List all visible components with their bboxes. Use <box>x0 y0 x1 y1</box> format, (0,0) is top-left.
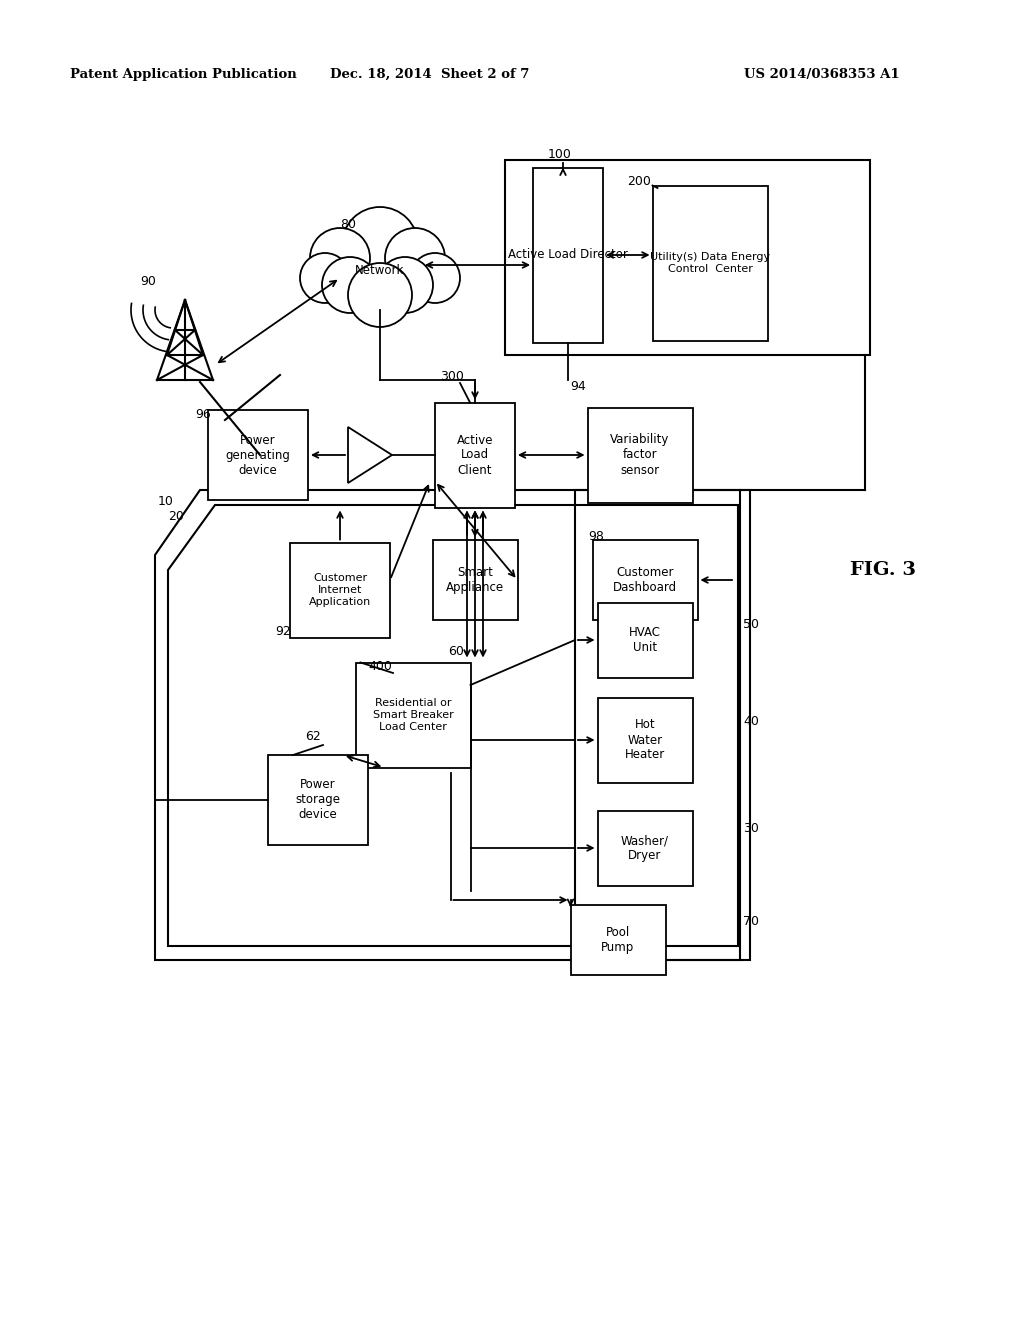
Circle shape <box>322 257 378 313</box>
Circle shape <box>310 228 370 288</box>
Text: 50: 50 <box>743 618 759 631</box>
Bar <box>290 543 390 638</box>
Bar <box>597 810 692 886</box>
Bar <box>588 408 692 503</box>
Text: Customer
Internet
Application: Customer Internet Application <box>309 573 371 607</box>
Bar <box>505 160 870 355</box>
Text: Power
storage
device: Power storage device <box>296 779 341 821</box>
Text: Dec. 18, 2014  Sheet 2 of 7: Dec. 18, 2014 Sheet 2 of 7 <box>331 69 529 81</box>
Circle shape <box>377 257 433 313</box>
Text: 20: 20 <box>168 510 184 523</box>
Bar <box>534 168 603 342</box>
Text: 96: 96 <box>195 408 211 421</box>
Text: 98: 98 <box>588 531 604 543</box>
Text: Washer/
Dryer: Washer/ Dryer <box>621 834 669 862</box>
Text: Hot
Water
Heater: Hot Water Heater <box>625 718 666 762</box>
Text: 40: 40 <box>743 715 759 729</box>
Bar <box>355 663 470 767</box>
Text: 80: 80 <box>340 218 356 231</box>
Bar <box>593 540 697 620</box>
Text: Utility(s) Data Energy
Control  Center: Utility(s) Data Energy Control Center <box>650 252 770 273</box>
Bar <box>432 540 517 620</box>
Text: FIG. 3: FIG. 3 <box>850 561 916 579</box>
Text: HVAC
Unit: HVAC Unit <box>629 626 662 653</box>
Text: Active Load Director: Active Load Director <box>508 248 628 261</box>
Circle shape <box>342 207 418 282</box>
Text: 60: 60 <box>449 645 464 657</box>
Text: 10: 10 <box>158 495 174 508</box>
Bar <box>652 186 768 341</box>
Circle shape <box>385 228 445 288</box>
Circle shape <box>410 253 460 304</box>
Text: Customer
Dashboard: Customer Dashboard <box>613 566 677 594</box>
Text: 62: 62 <box>305 730 321 743</box>
Circle shape <box>300 253 350 304</box>
Bar <box>597 697 692 783</box>
Text: Active
Load
Client: Active Load Client <box>457 433 494 477</box>
Text: Network: Network <box>355 264 404 276</box>
Text: Power
generating
device: Power generating device <box>225 433 291 477</box>
Text: 300: 300 <box>440 370 464 383</box>
Text: 400: 400 <box>368 660 392 673</box>
Bar <box>597 602 692 677</box>
Text: 100: 100 <box>548 148 571 161</box>
Text: 94: 94 <box>570 380 586 393</box>
Text: Patent Application Publication: Patent Application Publication <box>70 69 297 81</box>
Bar <box>208 411 308 500</box>
Text: Residential or
Smart Breaker
Load Center: Residential or Smart Breaker Load Center <box>373 698 454 731</box>
Text: 30: 30 <box>743 822 759 836</box>
Text: 92: 92 <box>275 624 291 638</box>
Text: US 2014/0368353 A1: US 2014/0368353 A1 <box>744 69 900 81</box>
Bar <box>435 403 515 507</box>
Text: Pool
Pump: Pool Pump <box>601 927 635 954</box>
Text: 70: 70 <box>743 915 759 928</box>
Text: 90: 90 <box>140 275 156 288</box>
Text: 200: 200 <box>628 176 651 187</box>
Circle shape <box>348 263 412 327</box>
Text: Smart
Appliance: Smart Appliance <box>445 566 504 594</box>
Bar <box>268 755 368 845</box>
Text: Variability
factor
sensor: Variability factor sensor <box>610 433 670 477</box>
Bar <box>575 490 740 960</box>
Bar <box>570 906 666 975</box>
